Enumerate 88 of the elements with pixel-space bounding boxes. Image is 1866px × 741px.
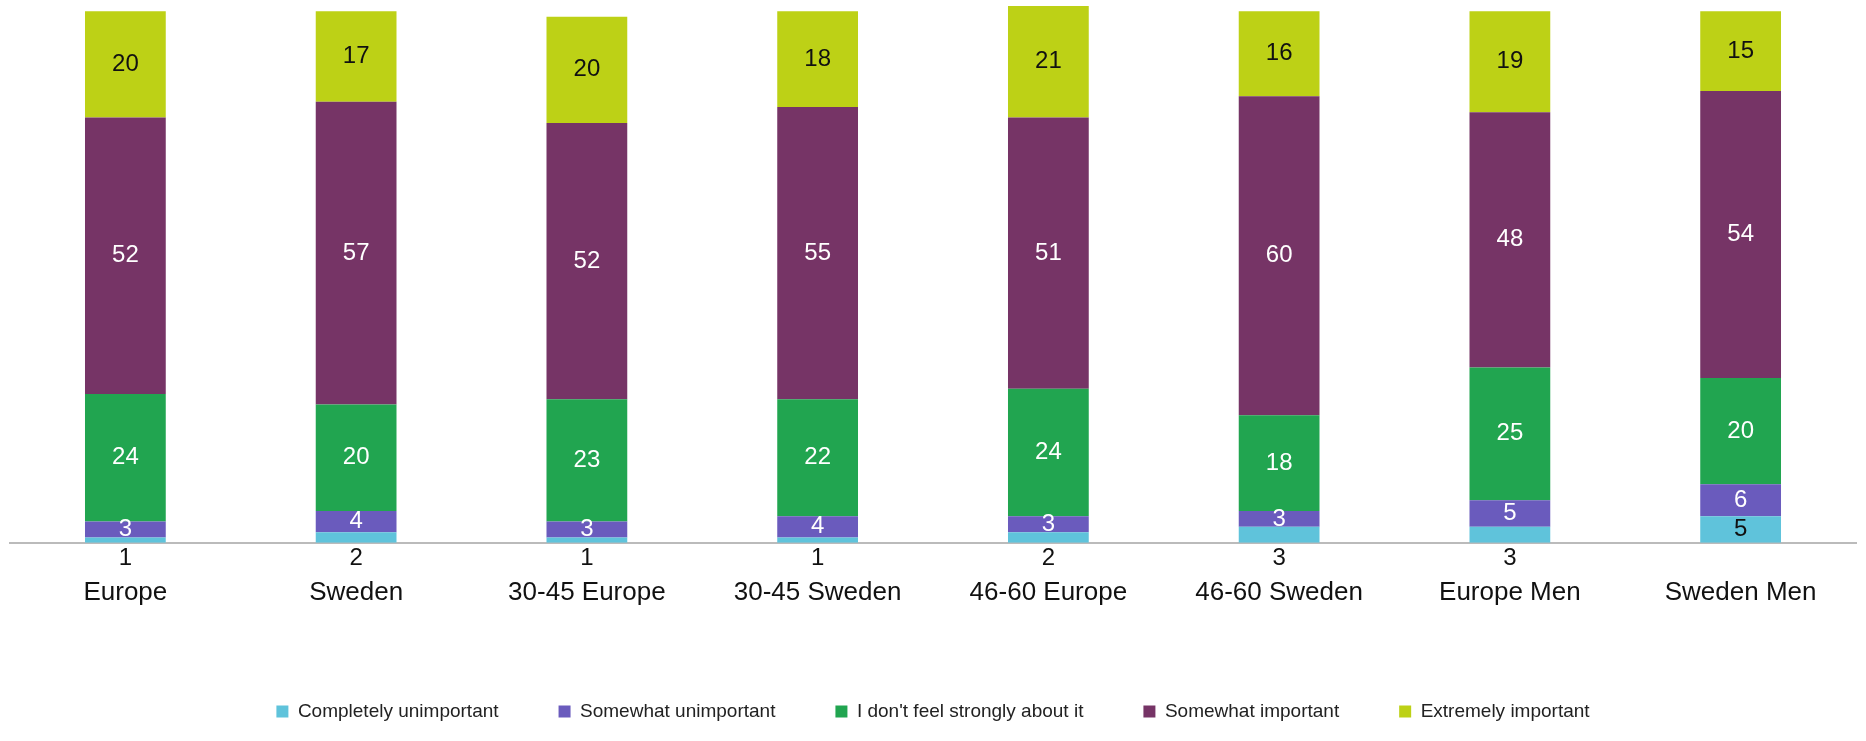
bar xyxy=(84,537,166,543)
data-label: 2 xyxy=(349,543,363,571)
bar xyxy=(315,11,397,102)
bar xyxy=(1007,6,1089,118)
x-tick-label: Sweden xyxy=(309,575,404,606)
data-label: 60 xyxy=(1265,240,1293,268)
data-label: 19 xyxy=(1496,46,1524,74)
data-label: 18 xyxy=(1265,447,1293,475)
data-label: 52 xyxy=(112,240,139,268)
data-label: 2 xyxy=(1041,543,1056,571)
x-tick-label: Sweden Men xyxy=(1664,575,1817,606)
bar xyxy=(1007,516,1089,533)
x-tick-label: 46-60 Europe xyxy=(969,575,1128,606)
data-label: 23 xyxy=(573,445,601,473)
x-tick-label: Europe xyxy=(83,575,168,606)
data-label: 16 xyxy=(1265,38,1293,66)
data-label: 3 xyxy=(580,514,594,542)
x-tick-label: Europe Men xyxy=(1439,575,1581,606)
bar xyxy=(84,117,166,394)
bar xyxy=(1469,11,1551,113)
bar xyxy=(546,16,628,123)
data-label: 21 xyxy=(1035,46,1062,74)
bar xyxy=(1238,11,1320,97)
bar xyxy=(315,532,397,543)
data-label: 54 xyxy=(1727,219,1754,247)
data-label: 1 xyxy=(810,543,825,571)
bar xyxy=(1007,532,1089,543)
data-label: 4 xyxy=(810,511,825,539)
bar xyxy=(84,11,166,118)
data-label: 51 xyxy=(1035,237,1062,265)
bar xyxy=(1700,484,1782,517)
data-label: 6 xyxy=(1733,484,1748,512)
legend-label: Extremely important xyxy=(1420,699,1591,721)
data-label: 1 xyxy=(118,543,133,571)
bar xyxy=(1007,117,1089,389)
data-label: 24 xyxy=(112,442,139,470)
data-label: 3 xyxy=(1272,543,1286,571)
bar xyxy=(777,11,859,107)
bar xyxy=(777,106,859,400)
data-label: 5 xyxy=(1503,498,1517,526)
bar xyxy=(315,404,397,511)
bar xyxy=(1700,91,1782,379)
data-label: 3 xyxy=(1503,543,1517,571)
legend-label: I don't feel strongly about it xyxy=(856,699,1085,721)
data-label: 3 xyxy=(1272,503,1286,531)
data-label: 20 xyxy=(342,442,370,470)
bar xyxy=(1238,510,1320,527)
bar xyxy=(777,537,859,543)
bar xyxy=(315,101,397,405)
bar xyxy=(1700,11,1782,92)
bar xyxy=(1238,526,1320,543)
data-label: 57 xyxy=(342,237,370,265)
bar xyxy=(1700,378,1782,485)
data-label: 20 xyxy=(573,54,601,82)
data-label: 52 xyxy=(573,245,601,273)
x-tick-label: 30-45 Europe xyxy=(508,575,666,606)
data-label: 22 xyxy=(804,442,831,470)
bar xyxy=(1469,112,1551,368)
data-label: 55 xyxy=(804,237,831,265)
data-label: 18 xyxy=(804,43,831,71)
data-label: 4 xyxy=(349,506,363,534)
data-label: 20 xyxy=(112,49,139,77)
bar xyxy=(1238,415,1320,511)
x-tick-label: 46-60 Sweden xyxy=(1195,575,1363,606)
bar xyxy=(777,516,859,538)
data-label: 3 xyxy=(118,514,133,542)
bar xyxy=(546,122,628,400)
bar xyxy=(1469,526,1551,543)
bar xyxy=(1700,516,1782,543)
data-label: 15 xyxy=(1727,35,1754,63)
legend-label: Somewhat important xyxy=(1164,699,1340,721)
data-label: 5 xyxy=(1733,514,1748,542)
bar xyxy=(777,399,859,517)
data-label: 20 xyxy=(1727,415,1754,443)
x-tick-label: 30-45 Sweden xyxy=(733,575,902,606)
bar xyxy=(1469,500,1551,527)
data-label: 3 xyxy=(1041,508,1056,536)
bar xyxy=(1469,367,1551,501)
data-label: 24 xyxy=(1035,437,1062,465)
bar xyxy=(315,510,397,533)
legend-label: Completely unimportant xyxy=(297,699,500,721)
bar xyxy=(546,537,628,543)
data-label: 48 xyxy=(1496,224,1524,252)
data-label: 1 xyxy=(580,543,594,571)
data-label: 17 xyxy=(342,41,370,69)
data-label: 25 xyxy=(1496,418,1524,446)
bar xyxy=(1238,96,1320,416)
legend-label: Somewhat unimportant xyxy=(580,699,777,721)
